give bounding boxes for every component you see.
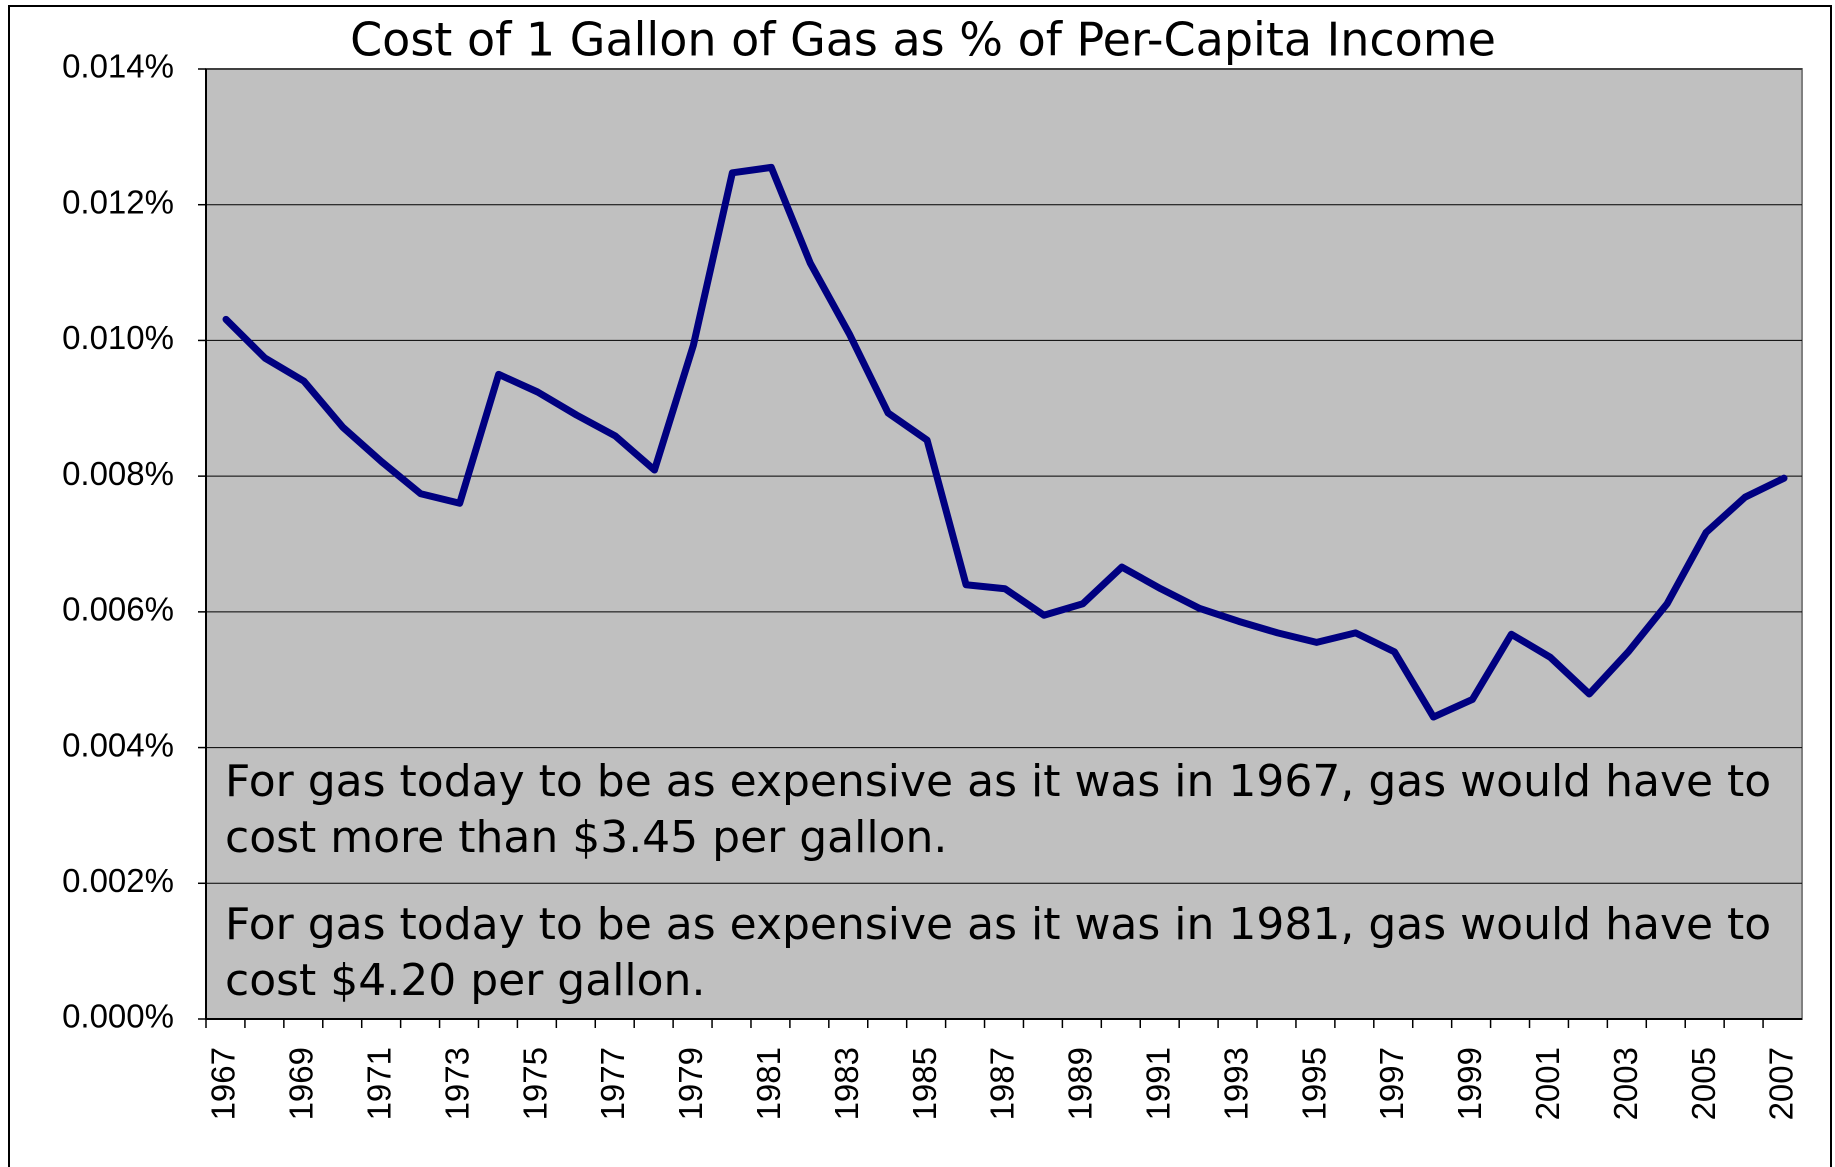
x-tick-label: 1997: [1373, 1047, 1410, 1120]
chart-frame: [8, 5, 1832, 1167]
x-tick-label: 1993: [1217, 1047, 1254, 1120]
y-tick-label: 0.008%: [62, 455, 174, 492]
x-tick-label: 2007: [1763, 1047, 1800, 1120]
x-tick-label: 1983: [828, 1047, 865, 1120]
annotation: For gas today to be as expensive as it w…: [225, 756, 1771, 807]
x-tick-label: 1973: [438, 1047, 475, 1120]
x-tick-label: 1989: [1062, 1047, 1099, 1120]
y-tick-label: 0.006%: [62, 591, 174, 628]
y-tick-label: 0.002%: [62, 862, 174, 899]
x-tick-label: 1995: [1295, 1047, 1332, 1120]
x-tick-label: 1971: [361, 1047, 398, 1120]
annotation: cost more than $3.45 per gallon.: [225, 812, 947, 863]
x-tick-label: 1999: [1451, 1047, 1488, 1120]
y-tick-label: 0.000%: [62, 998, 174, 1035]
x-tick-label: 1991: [1140, 1047, 1177, 1120]
x-tick-label: 1985: [906, 1047, 943, 1120]
x-tick-label: 2001: [1529, 1047, 1566, 1120]
x-tick-label: 1969: [283, 1047, 320, 1120]
y-tick-label: 0.014%: [62, 48, 174, 85]
annotation: cost $4.20 per gallon.: [225, 955, 705, 1006]
x-tick-label: 1967: [205, 1047, 242, 1120]
annotation: For gas today to be as expensive as it w…: [225, 899, 1771, 950]
x-tick-label: 1981: [750, 1047, 787, 1120]
x-tick-label: 1987: [984, 1047, 1021, 1120]
y-tick-label: 0.004%: [62, 726, 174, 763]
chart-title: Cost of 1 Gallon of Gas as % of Per-Capi…: [350, 13, 1496, 67]
x-tick-label: 1977: [594, 1047, 631, 1120]
y-tick-label: 0.010%: [62, 319, 174, 356]
x-tick-label: 2005: [1685, 1047, 1722, 1120]
data-line: [222, 163, 1788, 721]
x-tick-label: 1979: [672, 1047, 709, 1120]
x-tick-label: 2003: [1607, 1047, 1644, 1120]
y-tick-label: 0.012%: [62, 183, 174, 220]
plot-area: [205, 68, 1803, 1020]
x-tick-label: 1975: [516, 1047, 553, 1120]
